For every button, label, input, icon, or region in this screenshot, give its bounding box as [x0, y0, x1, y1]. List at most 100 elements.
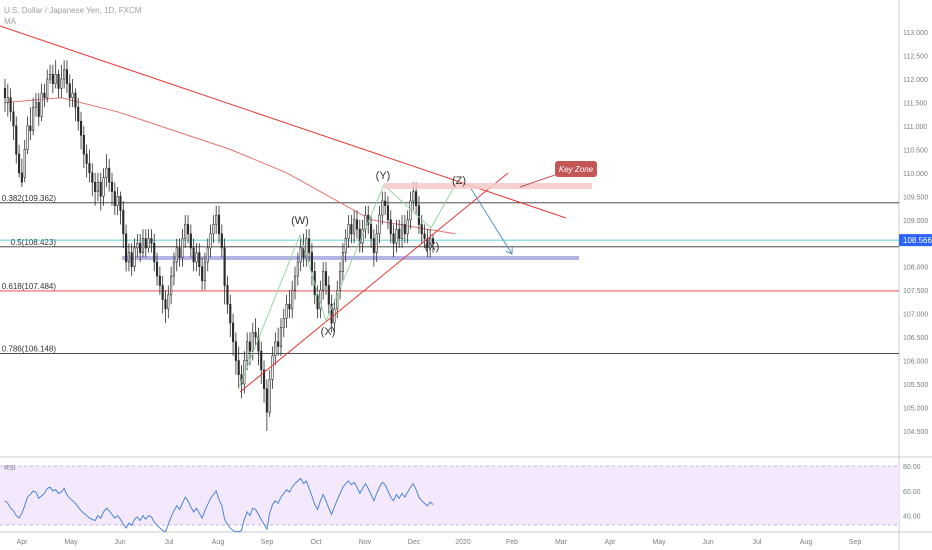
candle	[279, 318, 283, 356]
time-tick-label: Sep	[849, 539, 862, 546]
price-tick-label: 112.500	[903, 54, 928, 61]
rsi-band	[0, 466, 899, 525]
rsi-indicator-label[interactable]: RSI	[4, 465, 16, 472]
candle	[54, 60, 57, 89]
candle	[372, 229, 375, 267]
time-tick-label: 2020	[455, 539, 471, 546]
current-price-label: 108.566	[903, 236, 932, 245]
candle	[291, 280, 294, 319]
candle	[237, 346, 240, 389]
fib-level-label: 0.618(107.484)	[2, 282, 57, 291]
time-axis[interactable]: Apr May Jun Jul Aug Sep Oct Nov Dec 2020 Feb Mar Apr…	[17, 539, 862, 546]
candle	[12, 102, 15, 140]
candle	[358, 219, 361, 253]
candle	[398, 219, 401, 248]
candle	[158, 266, 161, 295]
candle	[94, 172, 97, 206]
candle	[125, 224, 128, 272]
candle	[277, 327, 280, 356]
candle	[274, 332, 277, 366]
rsi-line	[4, 477, 434, 533]
candle	[369, 215, 373, 248]
candle	[339, 262, 342, 300]
wave-label-z: (Z)	[452, 175, 466, 187]
candle	[201, 257, 204, 291]
price-tick-label: 113.000	[903, 30, 928, 37]
candle	[51, 64, 54, 94]
candle	[32, 97, 35, 136]
time-tick-label: Apr	[17, 539, 29, 546]
candle	[293, 266, 297, 300]
price-tick-label: 107.000	[903, 312, 928, 319]
price-tick-label: 111.500	[903, 100, 927, 107]
projection-arrow	[469, 186, 512, 254]
time-tick-label: May	[64, 539, 78, 546]
candle	[262, 360, 266, 403]
candle	[226, 276, 229, 314]
candle	[127, 243, 130, 272]
indicator-label[interactable]: MA	[4, 17, 16, 26]
candle	[268, 369, 271, 417]
candle	[282, 308, 285, 338]
candle	[136, 233, 139, 258]
candle	[260, 341, 263, 384]
rsi-axis: 80.00 60.00 40.00	[903, 464, 921, 520]
candle	[113, 182, 116, 216]
key-zone-pointer	[519, 174, 556, 188]
candle	[91, 163, 94, 197]
price-tick-label: 111.000	[903, 124, 927, 131]
candle	[116, 186, 119, 216]
time-tick-label: Jul	[165, 539, 174, 546]
candle	[3, 79, 7, 112]
candle	[324, 262, 328, 295]
candle	[85, 144, 88, 178]
time-tick-label: Mar	[555, 539, 568, 546]
wave-path	[237, 179, 459, 391]
candle	[198, 243, 201, 277]
candle	[147, 229, 150, 253]
candle	[82, 125, 85, 169]
price-tick-label: 108.000	[903, 265, 928, 272]
candle	[429, 229, 432, 258]
candle	[389, 210, 392, 244]
candle	[65, 60, 69, 94]
candle	[88, 149, 91, 183]
candle	[153, 233, 156, 272]
candle	[406, 210, 409, 244]
price-tick-label: 104.500	[903, 429, 928, 436]
candle	[178, 238, 181, 267]
price-tick-label: 105.000	[903, 405, 928, 412]
candle	[195, 243, 198, 272]
candle	[395, 219, 398, 253]
candle	[102, 168, 105, 206]
candle	[251, 323, 254, 361]
rsi-tick-label: 40.00	[903, 514, 921, 521]
key-zone-box[interactable]	[555, 161, 597, 177]
time-tick-label: May	[652, 539, 666, 546]
candle	[68, 74, 71, 108]
fib-level-label: 0.786(106.148)	[2, 345, 57, 354]
candle	[15, 116, 18, 164]
candle	[375, 224, 378, 262]
candle	[130, 243, 133, 277]
candle	[344, 229, 347, 262]
ascending-trendline[interactable]	[239, 172, 509, 393]
candle	[6, 83, 9, 117]
candle	[223, 238, 226, 305]
candle	[246, 332, 249, 370]
candle	[18, 144, 21, 178]
candle	[144, 229, 147, 258]
candle	[288, 290, 291, 319]
candle	[40, 83, 43, 122]
candle	[302, 233, 305, 267]
candle	[60, 64, 63, 98]
price-axis[interactable]: 113.000 112.500 112.000 111.500 111.000 110.5…	[903, 30, 928, 436]
candle	[254, 318, 257, 347]
rsi-tick-label: 80.00	[903, 464, 921, 471]
time-tick-label: Oct	[311, 539, 322, 546]
candle	[341, 243, 344, 281]
descending-trendline[interactable]	[0, 25, 567, 219]
candle	[378, 205, 381, 244]
wave-label-x2: (X)	[425, 241, 440, 253]
